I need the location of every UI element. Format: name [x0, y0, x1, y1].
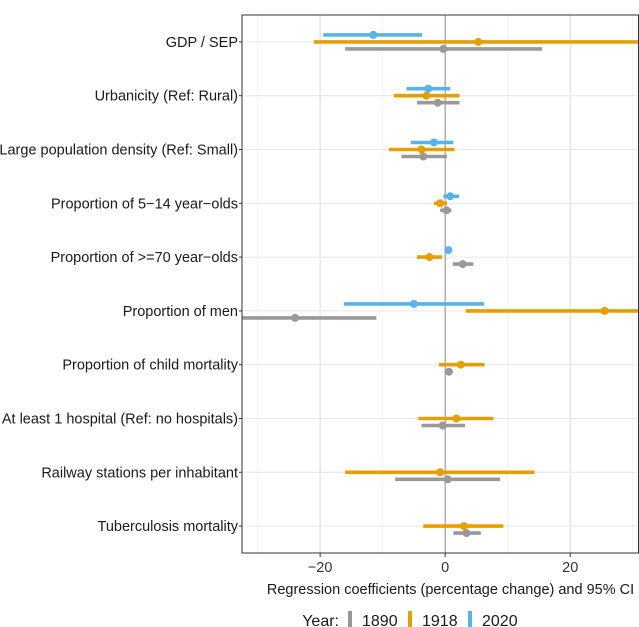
legend-label-1918: 1918 [422, 613, 458, 627]
point-estimate-2020 [409, 299, 418, 308]
point-estimate-1918 [456, 360, 465, 369]
y-axis-label: At least 1 hospital (Ref: no hospitals) [2, 412, 238, 428]
point-estimate-1890 [458, 260, 467, 269]
point-estimate-1918 [422, 91, 431, 100]
point-estimate-1918 [459, 522, 468, 531]
y-axis-label: Proportion of men [123, 304, 238, 320]
x-axis-tick-label: 20 [562, 560, 578, 576]
series-marks [242, 30, 639, 538]
point-estimate-2020 [446, 192, 455, 201]
y-axis-label: Tuberculosis mortality [98, 519, 239, 535]
x-axis-tick-label: −20 [308, 560, 333, 576]
point-estimate-1918 [600, 306, 609, 315]
y-axis-label: Railway stations per inhabitant [41, 465, 238, 481]
point-estimate-1918 [417, 145, 426, 154]
y-axis-label: Proportion of child mortality [62, 358, 238, 374]
x-axis-tick-label: 0 [441, 560, 449, 576]
point-estimate-1890 [462, 529, 471, 538]
point-estimate-2020 [429, 138, 438, 147]
point-estimate-1918 [436, 468, 445, 477]
y-axis-label: GDP / SEP [166, 35, 238, 51]
legend-label-1890: 1890 [362, 613, 398, 627]
point-estimate-1918 [452, 414, 461, 423]
y-axis-label: Large population density (Ref: Small) [0, 143, 238, 159]
legend: Year: 1890 1918 2020 [302, 611, 518, 627]
point-estimate-1890 [443, 475, 452, 484]
point-estimate-1890 [419, 152, 428, 161]
y-axis-label: Proportion of 5−14 year−olds [51, 196, 238, 212]
point-estimate-2020 [369, 30, 378, 39]
point-estimate-1918 [436, 199, 445, 208]
point-estimate-1890 [439, 44, 448, 53]
x-axis: −20 0 20 [241, 14, 639, 576]
point-estimate-1918 [425, 253, 434, 262]
point-estimate-1890 [438, 421, 447, 430]
point-estimate-1890 [433, 98, 442, 107]
legend-title: Year: [302, 613, 339, 627]
y-axis-label: Proportion of >=70 year−olds [51, 250, 238, 266]
point-estimate-2020 [424, 84, 433, 93]
point-estimate-2020 [444, 246, 453, 255]
point-estimate-1918 [474, 37, 483, 46]
x-axis-title: Regression coefficients (percentage chan… [267, 582, 634, 598]
point-estimate-1890 [442, 206, 451, 215]
y-axis-labels: GDP / SEP Urbanicity (Ref: Rural) Large po… [0, 35, 239, 535]
legend-label-2020: 2020 [482, 613, 518, 627]
point-estimate-1890 [291, 313, 300, 322]
point-estimate-1890 [444, 367, 453, 376]
y-axis-label: Urbanicity (Ref: Rural) [95, 89, 238, 105]
